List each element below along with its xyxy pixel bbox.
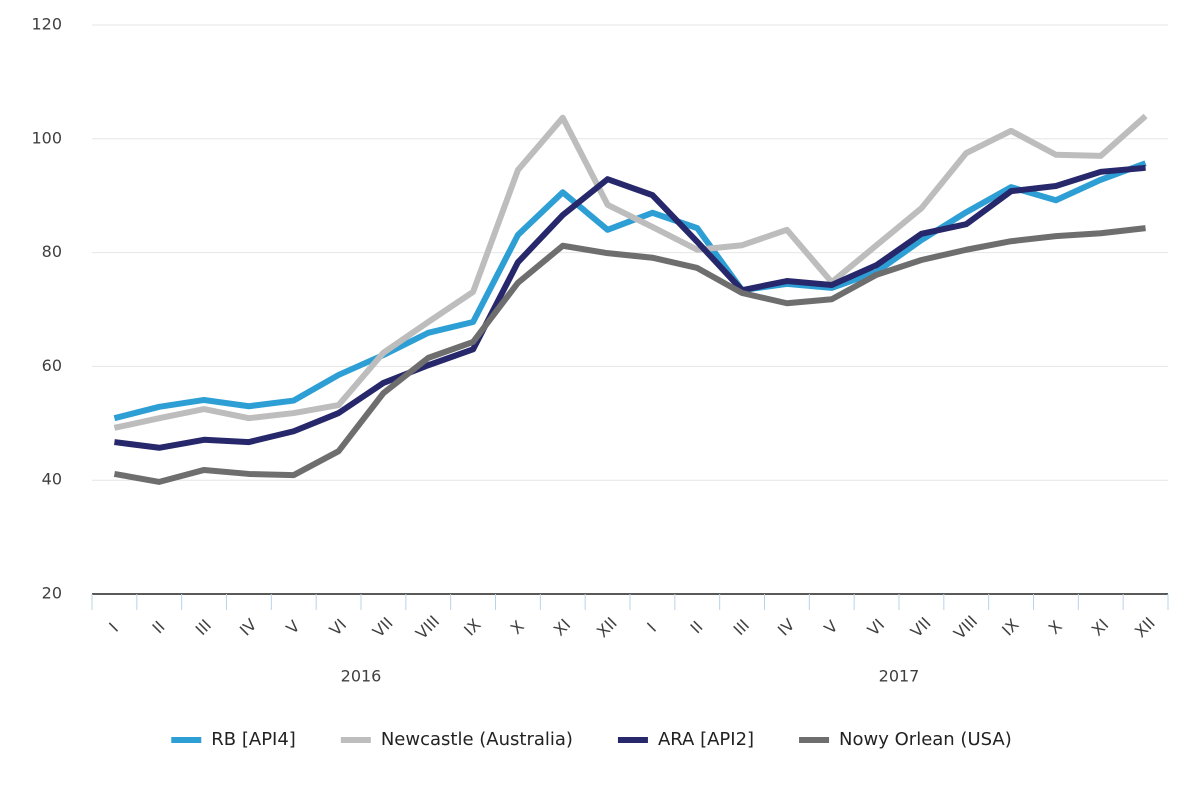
x-tick-label: VII <box>907 613 935 641</box>
x-group-label: 2017 <box>879 667 920 686</box>
x-tick-label: I <box>643 619 660 636</box>
y-tick-label: 120 <box>31 15 62 34</box>
series-line <box>113 160 1147 422</box>
x-tick-label: III <box>192 616 215 639</box>
series-line <box>113 225 1146 485</box>
x-tick-label: III <box>730 616 753 639</box>
x-tick-label: II <box>686 617 706 637</box>
legend-label: Nowy Orlean (USA) <box>839 729 1012 750</box>
x-tick-label: XI <box>550 615 575 640</box>
x-tick-label: VII <box>369 613 397 641</box>
x-tick-label: X <box>507 617 528 638</box>
x-tick-label: V <box>820 617 841 638</box>
x-tick-label: XII <box>593 613 621 641</box>
y-tick-label: 20 <box>42 584 62 603</box>
legend-label: Newcastle (Australia) <box>381 729 573 750</box>
legend: RB [API4] Newcastle (Australia) ARA [API2]… <box>171 729 1012 750</box>
x-tick-label: V <box>282 617 303 638</box>
x-tick-label: II <box>148 617 168 637</box>
x-tick-label: VI <box>864 615 889 640</box>
x-group-label: 2016 <box>341 667 382 686</box>
series-line <box>113 113 1148 431</box>
legend-label: ARA [API2] <box>658 729 754 750</box>
x-tick-label: VIII <box>950 612 981 643</box>
y-tick-label: 40 <box>42 470 62 489</box>
x-tick-label: XI <box>1088 615 1113 640</box>
y-tick-label: 60 <box>42 356 62 375</box>
x-tick-label: IX <box>460 615 485 640</box>
y-tick-label: 80 <box>42 242 62 261</box>
x-tick-label: VI <box>326 615 351 640</box>
x-tick-label: IV <box>236 615 261 640</box>
x-tick-label: IV <box>774 615 799 640</box>
x-tick-label: XII <box>1131 613 1159 641</box>
x-tick-label: VIII <box>412 612 443 643</box>
x-tick-label: X <box>1045 617 1066 638</box>
x-tick-label: I <box>105 619 122 636</box>
y-tick-label: 100 <box>31 128 62 147</box>
x-tick-label: IX <box>998 615 1023 640</box>
legend-label: RB [API4] <box>211 729 296 750</box>
series-line <box>114 164 1146 451</box>
